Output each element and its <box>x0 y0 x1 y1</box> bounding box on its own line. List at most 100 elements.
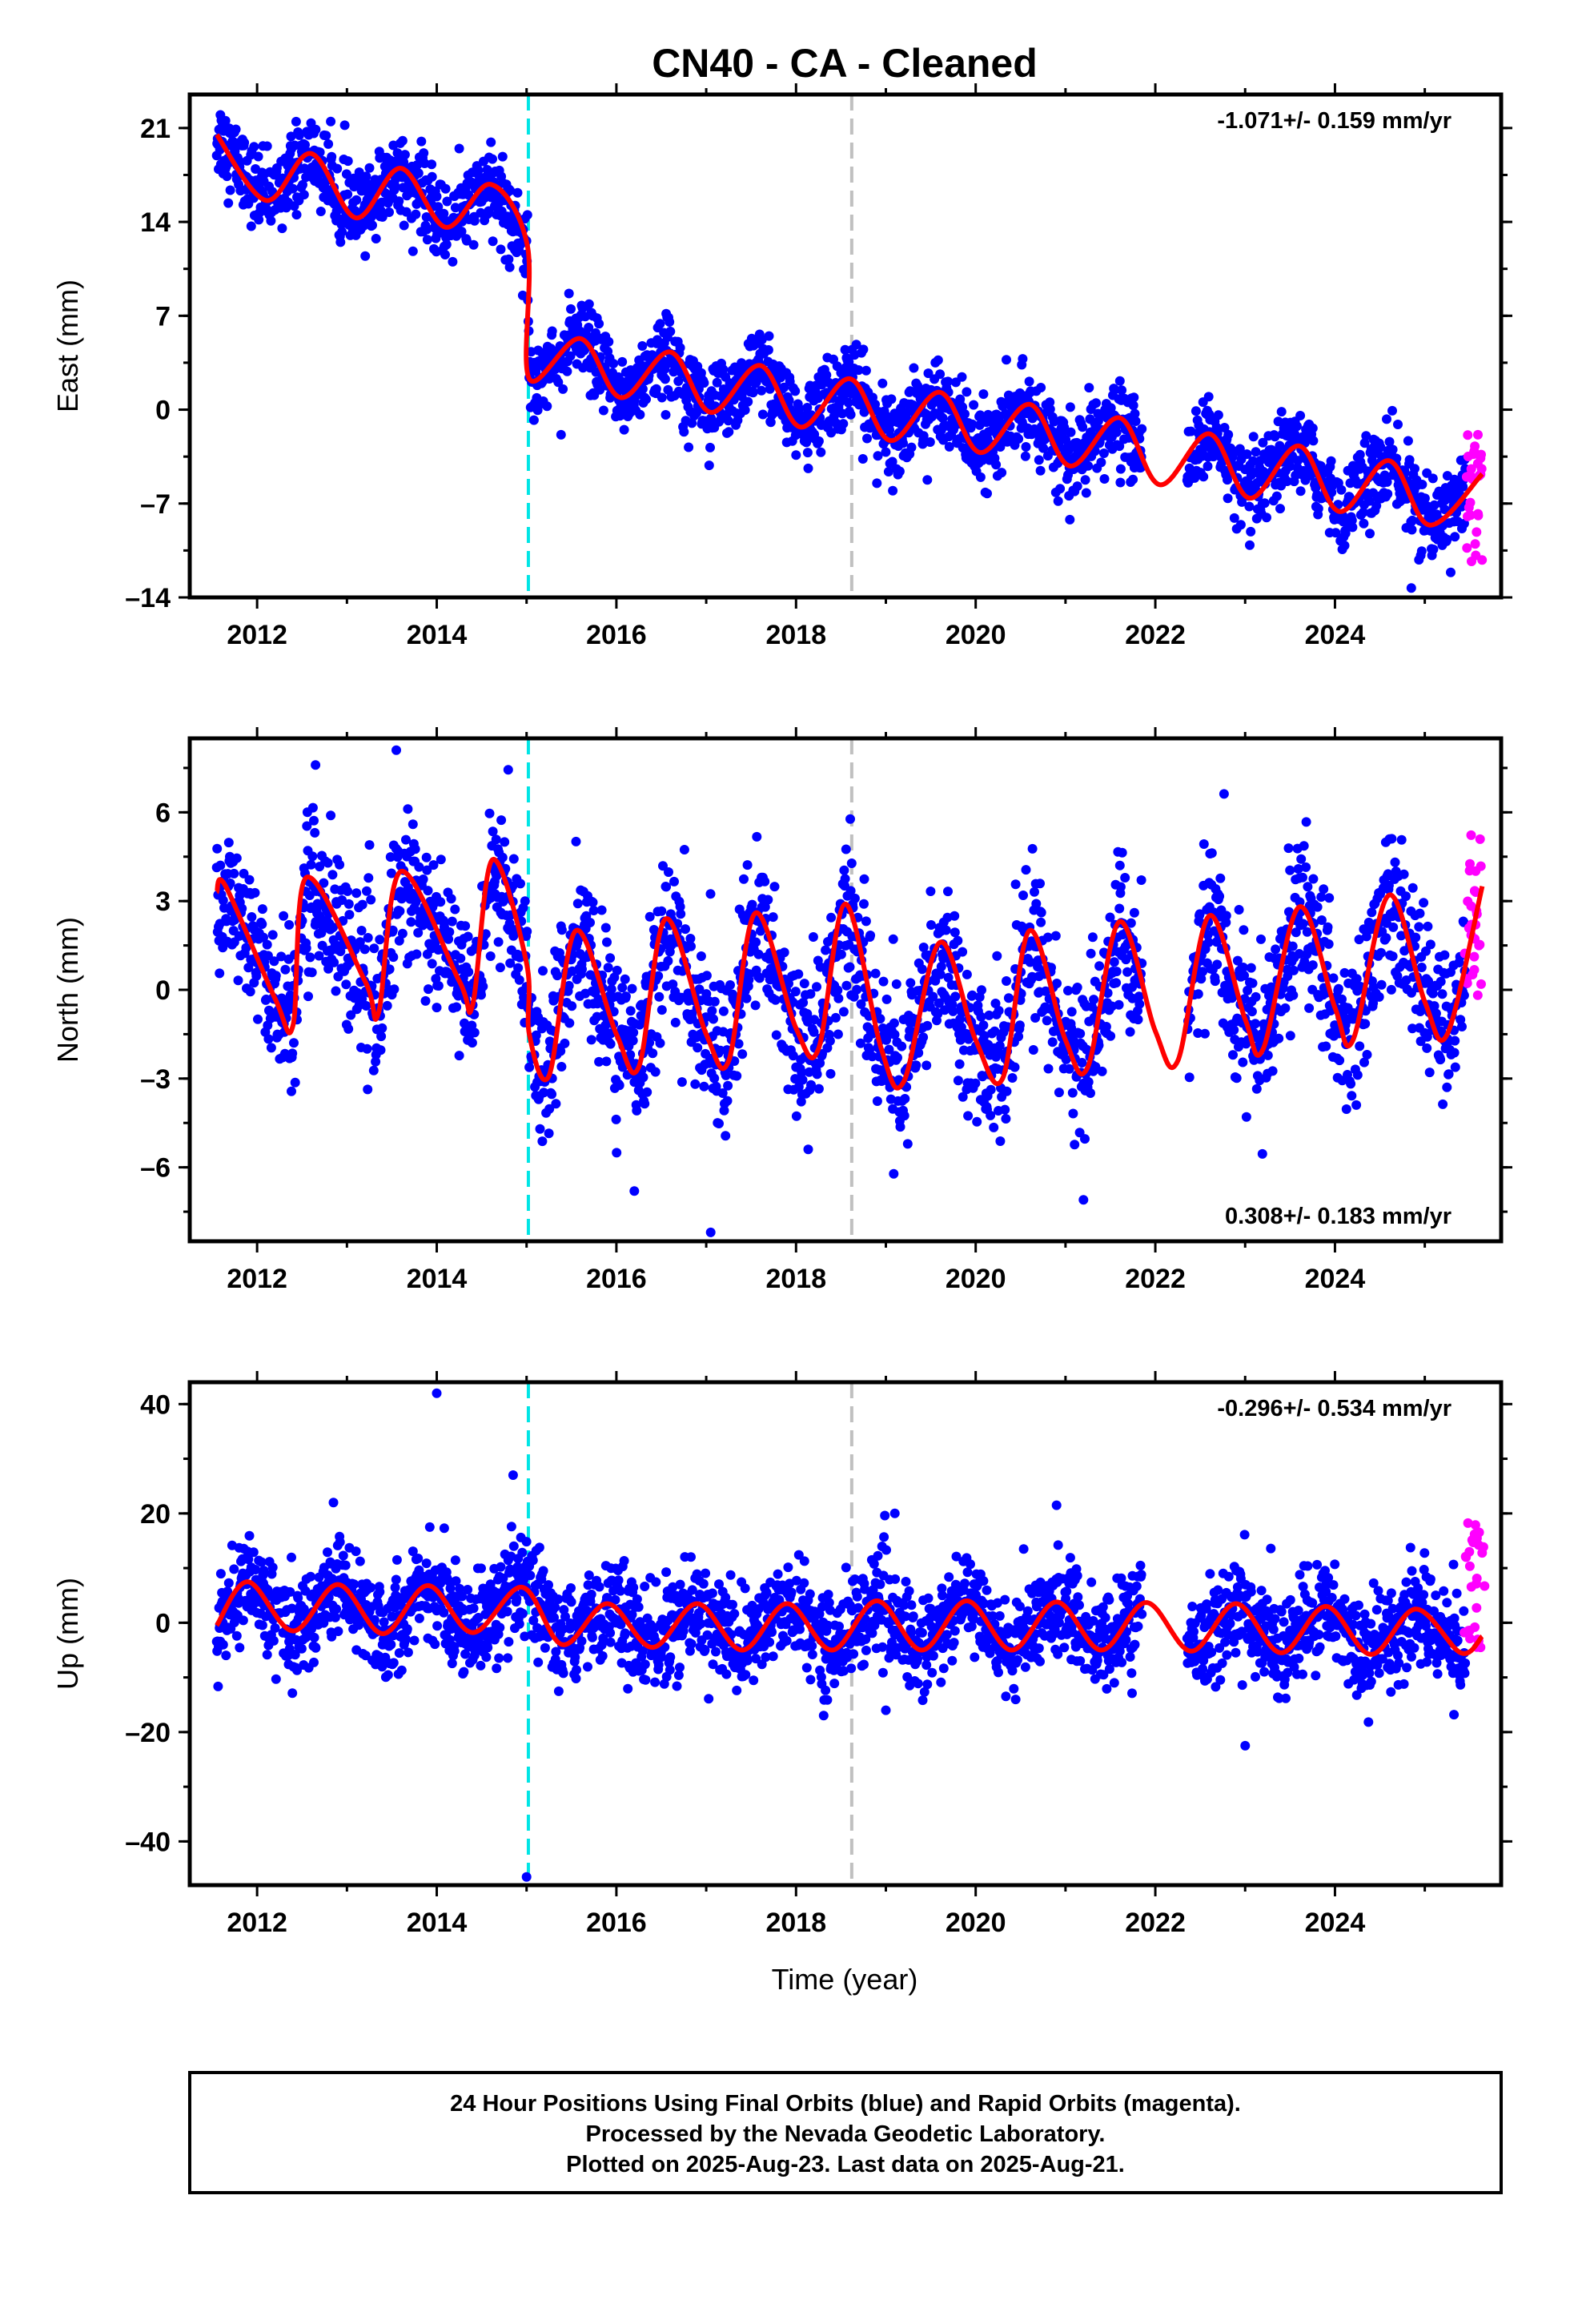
data-point <box>1245 540 1255 550</box>
data-point <box>699 1081 709 1092</box>
data-point <box>938 413 948 424</box>
data-point <box>604 336 614 347</box>
data-point <box>1387 405 1397 416</box>
data-point <box>538 966 548 976</box>
data-point <box>1419 898 1429 908</box>
data-point <box>421 852 432 862</box>
data-point <box>989 1122 999 1132</box>
data-point <box>733 1039 744 1049</box>
data-point <box>332 163 343 174</box>
data-point <box>867 1051 877 1062</box>
data-point <box>1383 489 1393 499</box>
data-point <box>1359 518 1369 529</box>
data-point <box>950 911 960 921</box>
data-point <box>1014 1031 1024 1042</box>
data-point <box>754 973 765 983</box>
data-point <box>420 995 431 1006</box>
data-point <box>235 1642 245 1653</box>
data-point <box>223 838 234 848</box>
data-point <box>1231 1073 1242 1084</box>
data-point <box>1423 921 1433 931</box>
data-point <box>1184 1072 1195 1083</box>
data-point <box>935 369 946 380</box>
data-point <box>845 886 856 896</box>
data-point <box>522 927 532 937</box>
data-point <box>1294 949 1304 959</box>
data-point <box>859 899 869 909</box>
data-point <box>1110 384 1120 395</box>
data-point <box>351 888 362 899</box>
data-point <box>1055 484 1066 494</box>
data-point <box>1440 495 1450 505</box>
data-point <box>1347 522 1358 533</box>
data-point <box>303 991 313 1002</box>
data-point <box>922 1020 933 1031</box>
data-point <box>1321 1041 1331 1051</box>
x-tick-label: 2016 <box>586 620 647 650</box>
data-point <box>503 765 513 775</box>
data-point <box>1014 1020 1025 1031</box>
data-point <box>719 1105 729 1116</box>
data-point <box>982 489 992 499</box>
data-point <box>737 1049 748 1059</box>
data-point <box>1223 493 1233 504</box>
data-point <box>520 896 530 907</box>
data-point <box>617 983 628 993</box>
data-point <box>460 921 471 931</box>
data-point <box>1137 424 1147 434</box>
data-point <box>812 1069 822 1080</box>
data-point <box>450 203 460 213</box>
data-point <box>1089 995 1099 1005</box>
data-point <box>608 359 619 368</box>
data-point <box>1200 1028 1210 1039</box>
data-point <box>676 909 686 919</box>
data-point <box>1241 1112 1251 1122</box>
data-point <box>1109 957 1119 967</box>
data-point <box>1367 907 1377 918</box>
data-point <box>1066 1007 1077 1017</box>
data-point <box>742 860 753 870</box>
data-point <box>473 165 484 175</box>
data-point <box>558 384 568 394</box>
data-point <box>461 235 472 246</box>
data-point <box>397 928 408 939</box>
data-point <box>681 924 690 935</box>
model-fit-line <box>214 857 1485 1091</box>
data-point <box>291 116 301 127</box>
data-point <box>1212 959 1223 970</box>
data-point <box>433 202 444 212</box>
data-point <box>215 860 226 870</box>
data-point <box>889 1018 899 1028</box>
data-point <box>1274 1033 1284 1043</box>
data-point <box>467 1038 477 1048</box>
data-point <box>1117 847 1127 858</box>
data-point <box>1193 989 1203 999</box>
rapid-point <box>1466 830 1476 840</box>
data-point <box>1102 988 1113 998</box>
data-point <box>399 220 409 231</box>
data-point <box>1257 1148 1267 1159</box>
data-point <box>1313 504 1323 514</box>
data-point <box>361 171 371 182</box>
data-point <box>1384 436 1395 447</box>
data-point <box>1199 839 1209 849</box>
data-point <box>1459 518 1469 529</box>
data-point <box>584 299 594 309</box>
data-point <box>886 394 897 404</box>
data-point <box>656 392 667 403</box>
data-point <box>851 340 861 350</box>
data-point <box>309 815 319 826</box>
data-point <box>588 897 598 907</box>
data-point <box>1283 971 1293 981</box>
data-point <box>1258 437 1268 448</box>
data-point <box>357 994 367 1004</box>
rapid-point <box>1476 449 1486 460</box>
data-point <box>1312 902 1323 912</box>
data-point <box>922 475 933 485</box>
data-point <box>986 1110 996 1120</box>
data-point <box>1319 884 1329 895</box>
data-point <box>418 875 428 884</box>
rapid-point <box>1468 970 1478 979</box>
data-point <box>1078 422 1088 432</box>
rapid-point <box>1469 951 1480 962</box>
